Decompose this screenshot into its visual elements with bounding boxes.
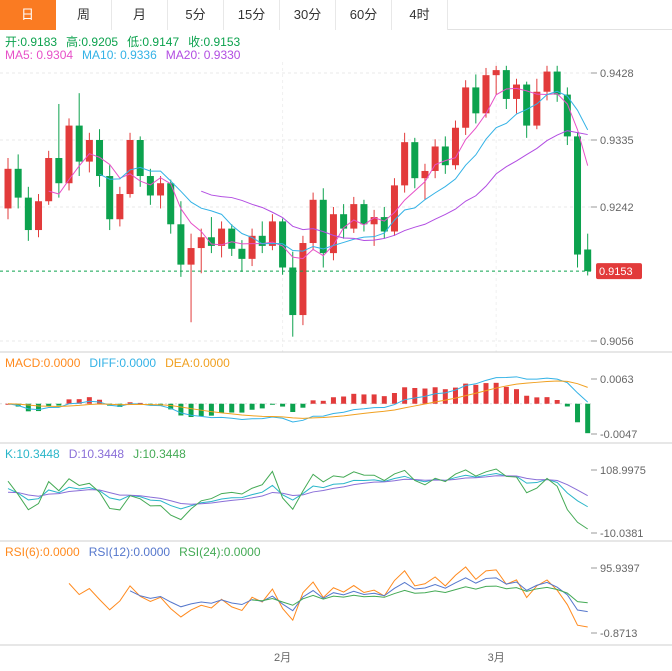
kdj-value: K:10.3448 [5,447,60,461]
ohlc-value: 高:0.9205 [66,35,119,49]
ma20-line [201,130,588,241]
x-axis-month-label: 2月 [274,652,291,664]
rsi6-line [68,566,588,628]
ma5-line [48,87,589,260]
ma-value: MA20: 0.9330 [165,48,241,62]
k-line [7,472,588,510]
main-ma-legend: MA5: 0.9304 MA10: 0.9336 MA20: 0.9330 [5,48,249,62]
rsi12-line [129,577,588,613]
macd-axis-bottom: -0.0047 [600,429,637,441]
tab-4时[interactable]: 4时 [392,0,448,30]
ohlc-value: 收:0.9153 [188,35,241,49]
rsi-axis-bottom: -0.8713 [600,628,637,640]
x-axis-month-label: 3月 [488,652,505,664]
current-price-text: 0.9153 [599,266,633,278]
current-price-tag [596,263,642,280]
tab-5分[interactable]: 5分 [168,0,224,30]
dea-line [7,380,588,419]
main-axis-label: 0.9335 [600,135,634,147]
main-axis-label: 0.9428 [600,68,634,80]
tab-30分[interactable]: 30分 [280,0,336,30]
rsi-axis-top: 95.9397 [600,563,640,575]
chart-canvas[interactable]: 0.9428 0.9335 0.9242 0.9056 0.9153 0.0063 -0.0… [0,30,672,671]
macd-axis-top: 0.0063 [600,374,634,386]
main-axis-label: 0.9056 [600,336,634,348]
interval-tabbar: 日周月 5分 15分 30分 60分 4时 [0,0,672,30]
main-ohlc-legend: 开:0.9183 高:0.9205 低:0.9147 收:0.9153 [5,33,249,50]
macd-value: MACD:0.0000 [5,356,81,370]
kdj-value: D:10.3448 [68,447,125,461]
rsi-value: RSI(12):0.0000 [88,545,171,559]
ma-value: MA10: 0.9336 [82,48,157,62]
kdj-legend: K:10.3448 D:10.3448 J:10.3448 [5,447,195,461]
ohlc-value: 开:0.9183 [5,35,58,49]
j-line [7,468,588,530]
ma-value: MA5: 0.9304 [5,48,74,62]
main-axis-label: 0.9242 [600,202,634,214]
kdj-value: J:10.3448 [133,447,186,461]
ma10-line [99,90,589,252]
tab-月[interactable]: 月 [112,0,168,30]
rsi-value: RSI(24):0.0000 [179,545,261,559]
tab-60分[interactable]: 60分 [336,0,392,30]
rsi24-line [252,585,588,606]
rsi-value: RSI(6):0.0000 [5,545,80,559]
macd-histogram [5,382,591,434]
rsi-legend: RSI(6):0.0000 RSI(12):0.0000 RSI(24):0.000… [5,545,270,559]
kdj-axis-top: 108.9975 [600,465,646,477]
macd-value: DIFF:0.0000 [89,356,157,370]
kdj-axis-bottom: -10.0381 [600,528,643,540]
tab-15分[interactable]: 15分 [224,0,280,30]
gridlines [0,62,597,352]
d-line [7,475,588,505]
diff-line [7,376,589,423]
macd-legend: MACD:0.0000 DIFF:0.0000 DEA:0.0000 [5,356,239,370]
macd-value: DEA:0.0000 [165,356,230,370]
tab-周[interactable]: 周 [56,0,112,30]
ohlc-value: 低:0.9147 [127,35,180,49]
tab-日[interactable]: 日 [0,0,56,30]
candlestick-series [4,65,592,337]
